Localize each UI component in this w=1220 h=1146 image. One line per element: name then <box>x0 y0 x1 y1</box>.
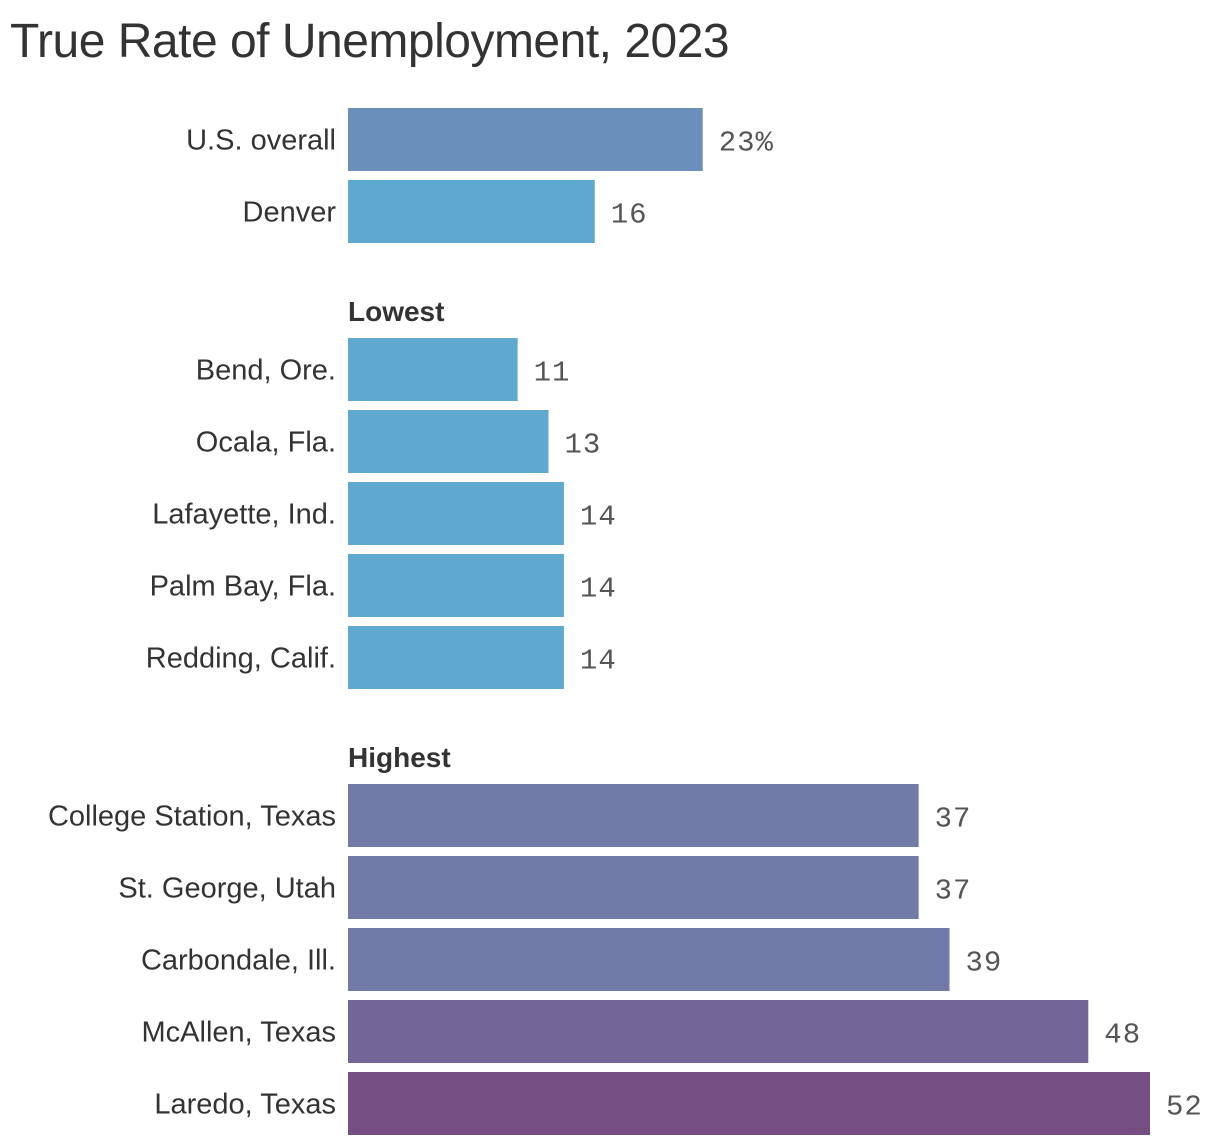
category-label: Carbondale, Ill. <box>141 945 336 977</box>
bar <box>348 626 564 689</box>
bar <box>348 928 950 991</box>
value-label: 14 <box>580 501 617 534</box>
bar <box>348 1000 1089 1063</box>
value-label: 16 <box>611 199 648 232</box>
group-label: Lowest <box>348 296 444 327</box>
category-label: Denver <box>243 197 337 229</box>
value-label: 13 <box>565 429 602 462</box>
value-label: 48 <box>1104 1019 1141 1052</box>
value-label: 52 <box>1166 1091 1203 1124</box>
bar <box>348 108 703 171</box>
category-label: College Station, Texas <box>48 801 336 833</box>
value-label: 14 <box>580 573 617 606</box>
chart-title: True Rate of Unemployment, 2023 <box>10 15 730 68</box>
category-label: St. George, Utah <box>118 873 336 905</box>
category-label: Laredo, Texas <box>154 1089 336 1121</box>
category-label: Lafayette, Ind. <box>152 499 336 531</box>
category-label: U.S. overall <box>186 125 336 157</box>
value-label: 14 <box>580 645 617 678</box>
group-label: Highest <box>348 742 451 773</box>
bar <box>348 1072 1150 1135</box>
category-label: McAllen, Texas <box>142 1017 337 1049</box>
value-label: 37 <box>935 803 972 836</box>
value-label: 23% <box>719 127 774 160</box>
category-label: Palm Bay, Fla. <box>150 571 336 603</box>
value-label: 11 <box>534 357 571 390</box>
bar <box>348 554 564 617</box>
bar <box>348 338 518 401</box>
bar <box>348 482 564 545</box>
value-label: 37 <box>935 875 972 908</box>
category-label: Ocala, Fla. <box>196 427 336 459</box>
bar <box>348 180 595 243</box>
bar <box>348 856 919 919</box>
value-label: 39 <box>966 947 1003 980</box>
category-label: Redding, Calif. <box>146 643 336 675</box>
bar <box>348 410 549 473</box>
bar <box>348 784 919 847</box>
category-label: Bend, Ore. <box>196 355 336 387</box>
